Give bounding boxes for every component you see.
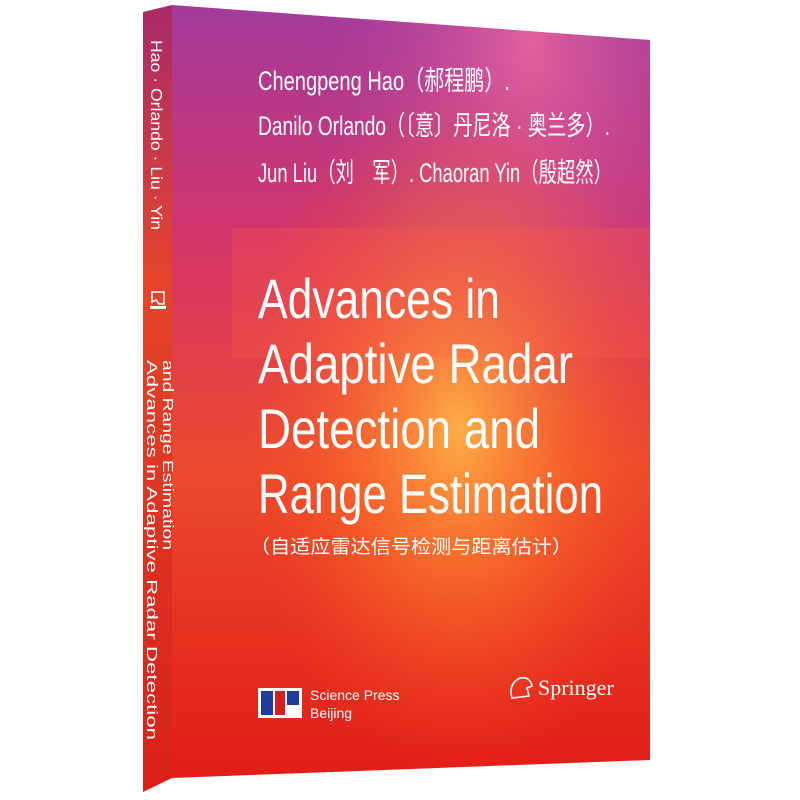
author-line: Jun Liu（刘 军）. Chaoran Yin（殷超然） <box>258 158 612 188</box>
spine-logo <box>150 291 166 309</box>
title-line: Advances in <box>258 267 500 330</box>
spine-title: and Range Estimation <box>159 360 176 550</box>
science-press-logo <box>258 688 302 718</box>
springer-logo <box>510 676 533 699</box>
publisher-name: Science Press <box>310 687 399 703</box>
cover-glow <box>172 5 650 778</box>
author-line: Chengpeng Hao（郝程鹏）. <box>258 66 510 96</box>
title-line: Range Estimation <box>258 462 603 525</box>
copublisher: Springer <box>538 675 614 700</box>
title-line: Detection and <box>258 397 540 460</box>
spine-title: Advances in Adaptive Radar Detection <box>143 360 160 740</box>
subtitle: （自适应雷达信号检测与距离估计） <box>250 536 572 558</box>
publisher-city: Beijing <box>310 705 352 721</box>
author-line: Danilo Orlando（〔意〕丹尼洛 · 奥兰多）. <box>258 111 610 141</box>
spine-authors: Hao · Orlando · Liu · Yin <box>147 40 164 230</box>
spine <box>143 5 172 792</box>
title-band <box>232 228 650 358</box>
title-line: Adaptive Radar <box>258 332 573 395</box>
